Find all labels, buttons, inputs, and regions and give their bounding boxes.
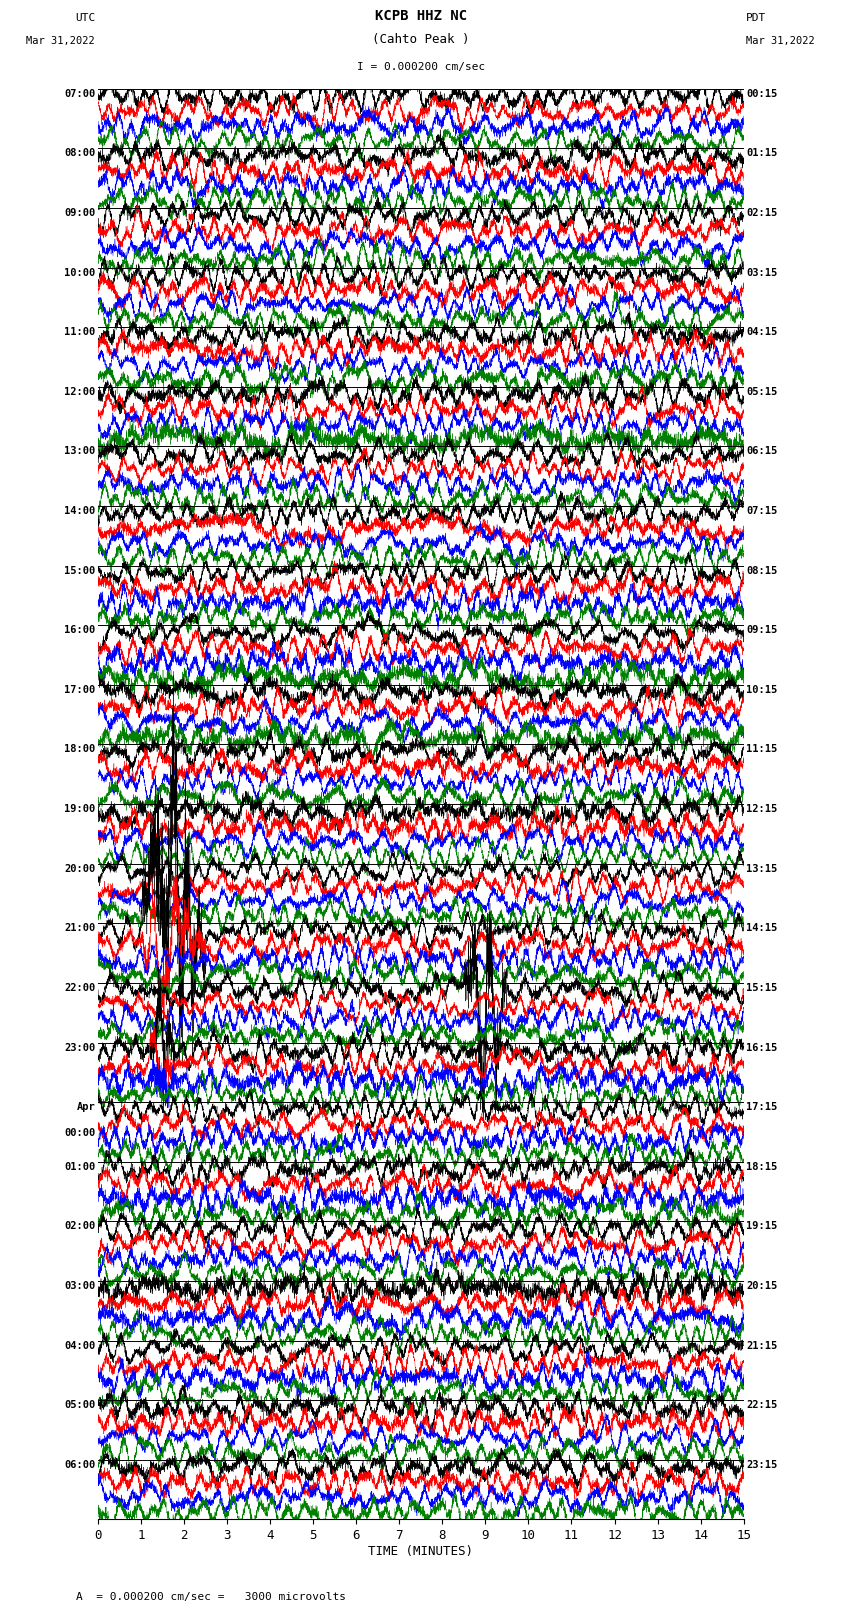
Text: 18:15: 18:15 — [746, 1161, 778, 1171]
Text: 15:00: 15:00 — [64, 566, 95, 576]
Text: 04:00: 04:00 — [64, 1340, 95, 1350]
Text: 12:15: 12:15 — [746, 805, 778, 815]
Text: A  = 0.000200 cm/sec =   3000 microvolts: A = 0.000200 cm/sec = 3000 microvolts — [76, 1592, 347, 1602]
Text: Mar 31,2022: Mar 31,2022 — [746, 35, 815, 45]
Text: 07:15: 07:15 — [746, 506, 778, 516]
Text: Mar 31,2022: Mar 31,2022 — [26, 35, 95, 45]
Text: 03:15: 03:15 — [746, 268, 778, 277]
Text: 08:00: 08:00 — [64, 148, 95, 158]
Text: 11:15: 11:15 — [746, 745, 778, 755]
Text: 06:15: 06:15 — [746, 447, 778, 456]
Text: 14:00: 14:00 — [64, 506, 95, 516]
Text: 17:00: 17:00 — [64, 686, 95, 695]
Text: 12:00: 12:00 — [64, 387, 95, 397]
Text: 04:15: 04:15 — [746, 327, 778, 337]
Text: (Cahto Peak ): (Cahto Peak ) — [372, 32, 469, 45]
Text: 23:15: 23:15 — [746, 1460, 778, 1469]
Text: 09:00: 09:00 — [64, 208, 95, 218]
Text: 01:00: 01:00 — [64, 1161, 95, 1171]
Text: 05:15: 05:15 — [746, 387, 778, 397]
Text: 09:15: 09:15 — [746, 626, 778, 636]
Text: 17:15: 17:15 — [746, 1102, 778, 1111]
Text: I = 0.000200 cm/sec: I = 0.000200 cm/sec — [357, 61, 484, 71]
Text: 23:00: 23:00 — [64, 1042, 95, 1053]
Text: UTC: UTC — [75, 13, 95, 23]
Text: 21:00: 21:00 — [64, 923, 95, 934]
Text: 22:15: 22:15 — [746, 1400, 778, 1410]
Text: 10:00: 10:00 — [64, 268, 95, 277]
Text: 00:15: 00:15 — [746, 89, 778, 98]
Text: 10:15: 10:15 — [746, 686, 778, 695]
Text: 03:00: 03:00 — [64, 1281, 95, 1290]
Text: 19:00: 19:00 — [64, 805, 95, 815]
Text: 20:15: 20:15 — [746, 1281, 778, 1290]
Text: 22:00: 22:00 — [64, 982, 95, 994]
Text: 21:15: 21:15 — [746, 1340, 778, 1350]
Text: 14:15: 14:15 — [746, 923, 778, 934]
Text: 16:15: 16:15 — [746, 1042, 778, 1053]
Text: 15:15: 15:15 — [746, 982, 778, 994]
Text: 02:15: 02:15 — [746, 208, 778, 218]
Text: 13:15: 13:15 — [746, 863, 778, 874]
Text: 06:00: 06:00 — [64, 1460, 95, 1469]
Text: 11:00: 11:00 — [64, 327, 95, 337]
Text: 01:15: 01:15 — [746, 148, 778, 158]
Text: 19:15: 19:15 — [746, 1221, 778, 1231]
Text: PDT: PDT — [746, 13, 767, 23]
Text: 07:00: 07:00 — [64, 89, 95, 98]
Text: 20:00: 20:00 — [64, 863, 95, 874]
Text: 05:00: 05:00 — [64, 1400, 95, 1410]
Text: Apr: Apr — [76, 1102, 95, 1111]
Text: KCPB HHZ NC: KCPB HHZ NC — [375, 10, 467, 23]
X-axis label: TIME (MINUTES): TIME (MINUTES) — [368, 1545, 473, 1558]
Text: 13:00: 13:00 — [64, 447, 95, 456]
Text: 02:00: 02:00 — [64, 1221, 95, 1231]
Text: 00:00: 00:00 — [64, 1127, 95, 1137]
Text: 18:00: 18:00 — [64, 745, 95, 755]
Text: 16:00: 16:00 — [64, 626, 95, 636]
Text: 08:15: 08:15 — [746, 566, 778, 576]
